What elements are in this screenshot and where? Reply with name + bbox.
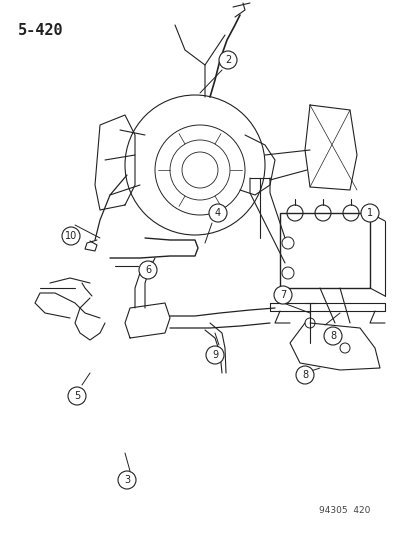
Text: 7: 7 (279, 290, 285, 300)
Circle shape (206, 346, 223, 364)
Text: 8: 8 (301, 370, 307, 380)
Circle shape (68, 387, 86, 405)
Circle shape (218, 51, 236, 69)
Text: 94305  420: 94305 420 (318, 506, 369, 515)
Text: 4: 4 (214, 208, 221, 218)
Text: 5-420: 5-420 (18, 23, 64, 38)
Circle shape (323, 327, 341, 345)
Text: 5: 5 (74, 391, 80, 401)
Text: 1: 1 (366, 208, 372, 218)
Circle shape (209, 204, 226, 222)
Circle shape (273, 286, 291, 304)
Text: 3: 3 (123, 475, 130, 485)
Circle shape (295, 366, 313, 384)
Circle shape (62, 227, 80, 245)
Text: 8: 8 (329, 331, 335, 341)
Circle shape (139, 261, 157, 279)
Circle shape (360, 204, 378, 222)
Text: 10: 10 (65, 231, 77, 241)
Text: 9: 9 (211, 350, 218, 360)
Text: 6: 6 (145, 265, 151, 275)
Circle shape (118, 471, 136, 489)
Text: 2: 2 (224, 55, 230, 65)
